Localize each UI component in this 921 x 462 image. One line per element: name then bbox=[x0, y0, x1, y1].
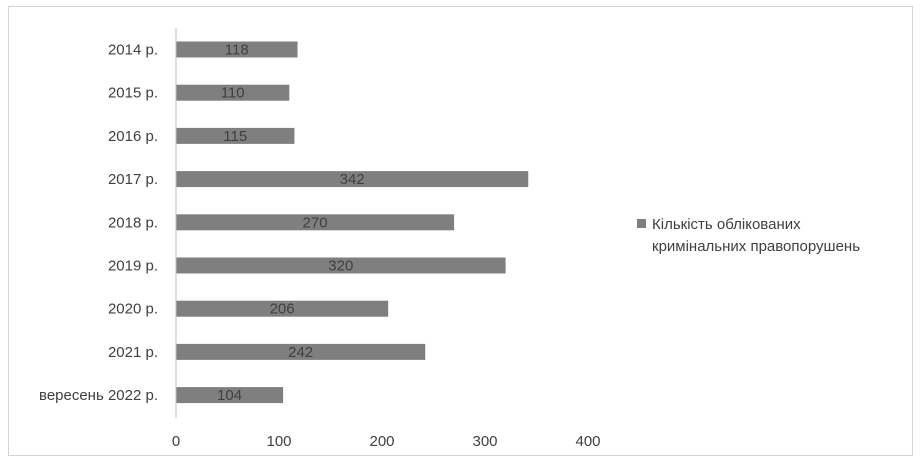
bar-7 bbox=[176, 343, 426, 360]
chart-frame bbox=[8, 6, 913, 456]
data-label-6: 206 bbox=[270, 301, 295, 318]
bar-0 bbox=[176, 41, 298, 58]
bar-1 bbox=[176, 84, 290, 101]
x-tick-label-2: 200 bbox=[369, 433, 394, 450]
category-labels-group: 2014 р. 2015 р. 2016 р. 2017 р. 2018 р. 2019 … bbox=[39, 42, 158, 405]
data-label-1: 110 bbox=[221, 85, 245, 102]
data-label-7: 242 bbox=[288, 344, 313, 361]
category-label-8: вересень 2022 р. bbox=[39, 387, 158, 404]
category-label-2: 2016 р. bbox=[108, 128, 158, 145]
data-label-3: 342 bbox=[340, 171, 365, 188]
data-labels-group: 118 110 115 342 270 320 206 242 104 bbox=[217, 42, 365, 405]
bar-6 bbox=[176, 300, 389, 317]
data-label-5: 320 bbox=[328, 258, 353, 275]
category-label-1: 2015 р. bbox=[108, 85, 158, 102]
category-label-0: 2014 р. bbox=[108, 42, 158, 59]
category-label-5: 2019 р. bbox=[108, 258, 158, 275]
x-tick-label-0: 0 bbox=[172, 433, 180, 450]
data-label-8: 104 bbox=[217, 387, 242, 404]
data-label-0: 118 bbox=[225, 42, 249, 59]
legend-label-line-2: кримінальних правопорушень bbox=[652, 238, 860, 255]
bar-8 bbox=[176, 387, 284, 404]
x-tick-label-3: 300 bbox=[472, 433, 497, 450]
bar-2 bbox=[176, 127, 295, 144]
x-tick-label-4: 400 bbox=[575, 433, 600, 450]
category-label-7: 2021 р. bbox=[108, 344, 158, 361]
x-tick-label-1: 100 bbox=[266, 433, 291, 450]
legend-swatch bbox=[637, 219, 646, 228]
category-label-4: 2018 р. bbox=[108, 214, 158, 231]
bar-4 bbox=[176, 214, 455, 231]
bar-5 bbox=[176, 257, 506, 274]
data-label-2: 115 bbox=[223, 128, 247, 145]
data-label-4: 270 bbox=[303, 214, 328, 231]
x-tick-labels-group: 0 100 200 300 400 bbox=[172, 433, 601, 450]
bar-3 bbox=[176, 171, 529, 188]
category-label-3: 2017 р. bbox=[108, 171, 158, 188]
legend: Кількість облікованих кримінальних право… bbox=[637, 216, 860, 255]
category-label-6: 2020 р. bbox=[108, 301, 158, 318]
legend-label-line-1: Кількість облікованих bbox=[652, 216, 801, 233]
bars-group bbox=[176, 41, 529, 404]
